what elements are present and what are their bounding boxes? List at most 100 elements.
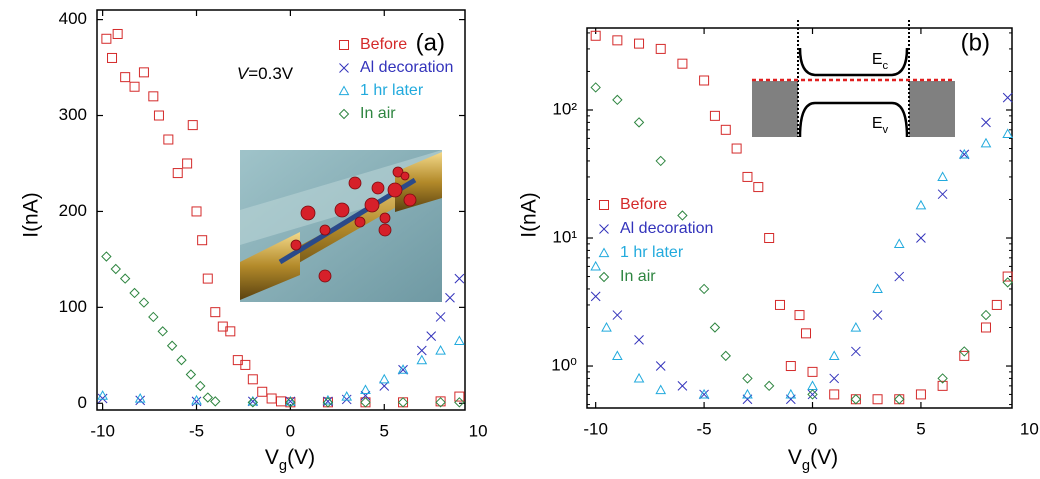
marker-square	[851, 395, 860, 404]
marker-square	[108, 53, 117, 62]
marker-diamond	[895, 395, 904, 404]
marker-diamond	[130, 288, 139, 297]
marker-x	[851, 347, 860, 356]
marker-square	[678, 59, 687, 68]
marker-x	[916, 234, 925, 243]
marker-x	[613, 311, 622, 320]
marker-square	[258, 387, 267, 396]
marker-diamond	[102, 252, 111, 261]
marker-square	[786, 362, 795, 371]
marker-x	[656, 362, 665, 371]
marker-x	[455, 274, 464, 283]
marker-diamond	[710, 323, 719, 332]
marker-diamond	[851, 395, 860, 404]
x-tick-label: -10	[90, 421, 115, 440]
marker-square	[992, 300, 1001, 309]
legend-label: 1 hr later	[620, 244, 684, 261]
marker-x	[678, 381, 687, 390]
marker-square	[895, 395, 904, 404]
marker-square	[192, 207, 201, 216]
legend-label: 1 hr later	[360, 82, 424, 99]
x-axis-label: Vg(V)	[265, 446, 315, 474]
marker-square	[164, 135, 173, 144]
marker-square	[656, 44, 665, 53]
marker-square	[613, 36, 622, 45]
marker-diamond	[186, 370, 195, 379]
legend-label: In air	[360, 105, 396, 122]
marker-triangle	[916, 201, 925, 209]
x-tick-label: 5	[916, 419, 925, 438]
marker-triangle	[417, 356, 426, 364]
marker-diamond	[765, 381, 774, 390]
marker-diamond	[111, 264, 120, 273]
marker-triangle	[340, 87, 349, 95]
y-axis-label: I(nA)	[518, 192, 541, 238]
marker-square	[340, 41, 349, 50]
marker-x	[342, 395, 351, 404]
marker-diamond	[196, 382, 205, 391]
marker-x	[445, 293, 454, 302]
marker-triangle	[808, 381, 817, 389]
marker-diamond	[700, 284, 709, 293]
marker-square	[188, 121, 197, 130]
marker-x	[808, 390, 817, 399]
marker-square	[211, 308, 220, 317]
marker-x	[361, 391, 370, 400]
marker-square	[754, 183, 763, 192]
panel-label: (a)	[416, 29, 445, 56]
legend-label: In air	[620, 268, 656, 285]
marker-triangle	[613, 351, 622, 359]
marker-square	[248, 375, 257, 384]
marker-diamond	[149, 312, 158, 321]
marker-triangle	[938, 172, 947, 180]
marker-square	[203, 274, 212, 283]
x-tick-label: 0	[286, 421, 295, 440]
marker-triangle	[455, 336, 464, 344]
marker-diamond	[1003, 278, 1012, 287]
marker-square	[635, 39, 644, 48]
marker-x	[635, 335, 644, 344]
marker-square	[795, 311, 804, 320]
marker-x	[98, 394, 107, 403]
marker-square	[267, 394, 276, 403]
marker-triangle	[851, 323, 860, 331]
y-tick-label: 10⁰	[551, 356, 577, 375]
x-tick-label: -5	[697, 419, 712, 438]
x-tick-label: 10	[1020, 419, 1039, 438]
marker-square	[710, 111, 719, 120]
marker-x	[427, 332, 436, 341]
annotation: V=0.3V	[237, 64, 294, 83]
legend-label: Before	[360, 36, 407, 53]
marker-square	[981, 323, 990, 332]
marker-square	[277, 397, 286, 406]
panel-label: (b)	[961, 29, 990, 56]
marker-triangle	[656, 385, 665, 393]
marker-square	[808, 367, 817, 376]
marker-square	[732, 144, 741, 153]
marker-diamond	[139, 298, 148, 307]
band-label: Ec	[872, 51, 889, 72]
x-tick-label: 0	[808, 419, 817, 438]
marker-triangle	[830, 351, 839, 359]
marker-triangle	[895, 239, 904, 247]
marker-x	[830, 374, 839, 383]
legend-label: Al decoration	[620, 220, 713, 237]
marker-square	[399, 398, 408, 407]
marker-triangle	[635, 374, 644, 382]
marker-square	[721, 125, 730, 134]
marker-square	[830, 390, 839, 399]
marker-square	[455, 392, 464, 401]
y-tick-label: 300	[59, 105, 87, 124]
marker-square	[102, 34, 111, 43]
marker-x	[340, 64, 349, 73]
marker-x	[600, 225, 609, 234]
marker-x	[1003, 93, 1012, 102]
marker-square	[130, 82, 139, 91]
marker-square	[600, 201, 609, 210]
marker-square	[700, 76, 709, 85]
legend-label: Before	[620, 196, 667, 213]
marker-x	[895, 272, 904, 281]
marker-square	[154, 111, 163, 120]
marker-square	[113, 29, 122, 38]
marker-triangle	[591, 262, 600, 270]
